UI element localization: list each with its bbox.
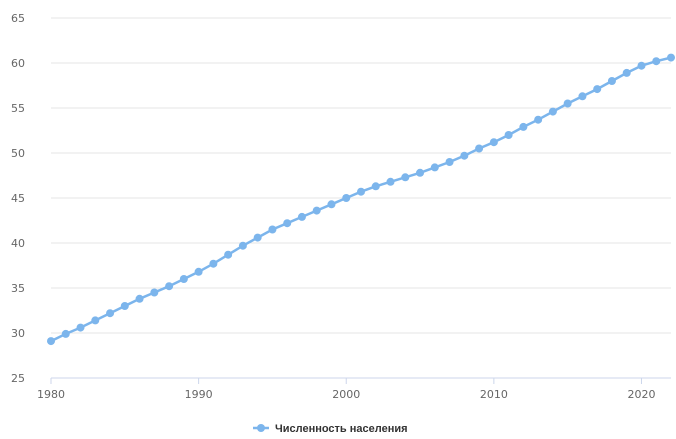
legend-marker (257, 424, 265, 432)
data-point[interactable] (357, 187, 365, 196)
data-point[interactable] (445, 158, 454, 166)
data-point[interactable] (209, 259, 218, 268)
data-point[interactable] (667, 53, 675, 62)
data-point[interactable] (637, 61, 646, 70)
x-tick-label: 1990 (185, 388, 213, 401)
data-point[interactable] (283, 219, 292, 228)
data-point[interactable] (194, 267, 203, 276)
x-tick-label: 2010 (480, 388, 508, 401)
data-point[interactable] (47, 337, 55, 346)
data-point[interactable] (460, 151, 469, 160)
data-point[interactable] (150, 288, 159, 297)
series-layer (47, 53, 675, 346)
data-point[interactable] (76, 323, 85, 332)
data-point[interactable] (253, 233, 262, 242)
data-point[interactable] (106, 309, 115, 318)
data-point[interactable] (519, 122, 528, 131)
data-point[interactable] (371, 182, 380, 191)
data-point[interactable] (504, 131, 513, 139)
data-point[interactable] (563, 99, 572, 108)
data-point[interactable] (489, 138, 498, 147)
data-point[interactable] (593, 85, 602, 94)
legend[interactable]: Численность населения (253, 423, 408, 435)
y-tick-label: 35 (11, 282, 25, 295)
y-axis: 25 30 35 40 45 50 55 60 65 (11, 12, 25, 385)
data-point[interactable] (327, 200, 336, 209)
data-point[interactable] (224, 250, 233, 259)
data-point[interactable] (416, 168, 425, 177)
x-tick-label: 1980 (37, 388, 65, 401)
y-tick-label: 45 (11, 192, 25, 205)
y-tick-label: 60 (11, 57, 25, 70)
data-point[interactable] (607, 77, 616, 85)
data-point[interactable] (135, 294, 144, 303)
data-point[interactable] (401, 173, 410, 182)
x-tick-label: 2020 (627, 388, 655, 401)
data-point[interactable] (548, 107, 557, 116)
data-point[interactable] (165, 282, 174, 291)
grid-lines (51, 17, 671, 379)
x-axis: 1980 1990 2000 2010 2020 (37, 377, 671, 401)
data-point[interactable] (297, 212, 306, 221)
legend-label[interactable]: Численность населения (275, 423, 408, 435)
data-point[interactable] (120, 302, 129, 310)
data-point[interactable] (386, 177, 395, 186)
data-point[interactable] (534, 115, 543, 124)
y-tick-label: 55 (11, 102, 25, 115)
data-point[interactable] (268, 225, 277, 234)
data-point[interactable] (91, 316, 100, 325)
data-point[interactable] (312, 206, 321, 215)
y-tick-label: 50 (11, 147, 25, 160)
data-point[interactable] (578, 92, 587, 101)
data-point[interactable] (61, 329, 70, 338)
data-point[interactable] (430, 163, 439, 172)
y-tick-label: 40 (11, 237, 25, 250)
y-tick-label: 30 (11, 327, 25, 340)
data-point[interactable] (622, 68, 631, 77)
series-line (50, 56, 672, 343)
data-point[interactable] (238, 241, 247, 250)
y-tick-label: 25 (11, 372, 25, 385)
y-tick-label: 65 (11, 12, 25, 25)
data-point[interactable] (342, 194, 351, 202)
x-tick-label: 2000 (332, 388, 360, 401)
data-point[interactable] (652, 57, 661, 66)
data-point[interactable] (179, 275, 188, 283)
data-point[interactable] (475, 144, 484, 153)
